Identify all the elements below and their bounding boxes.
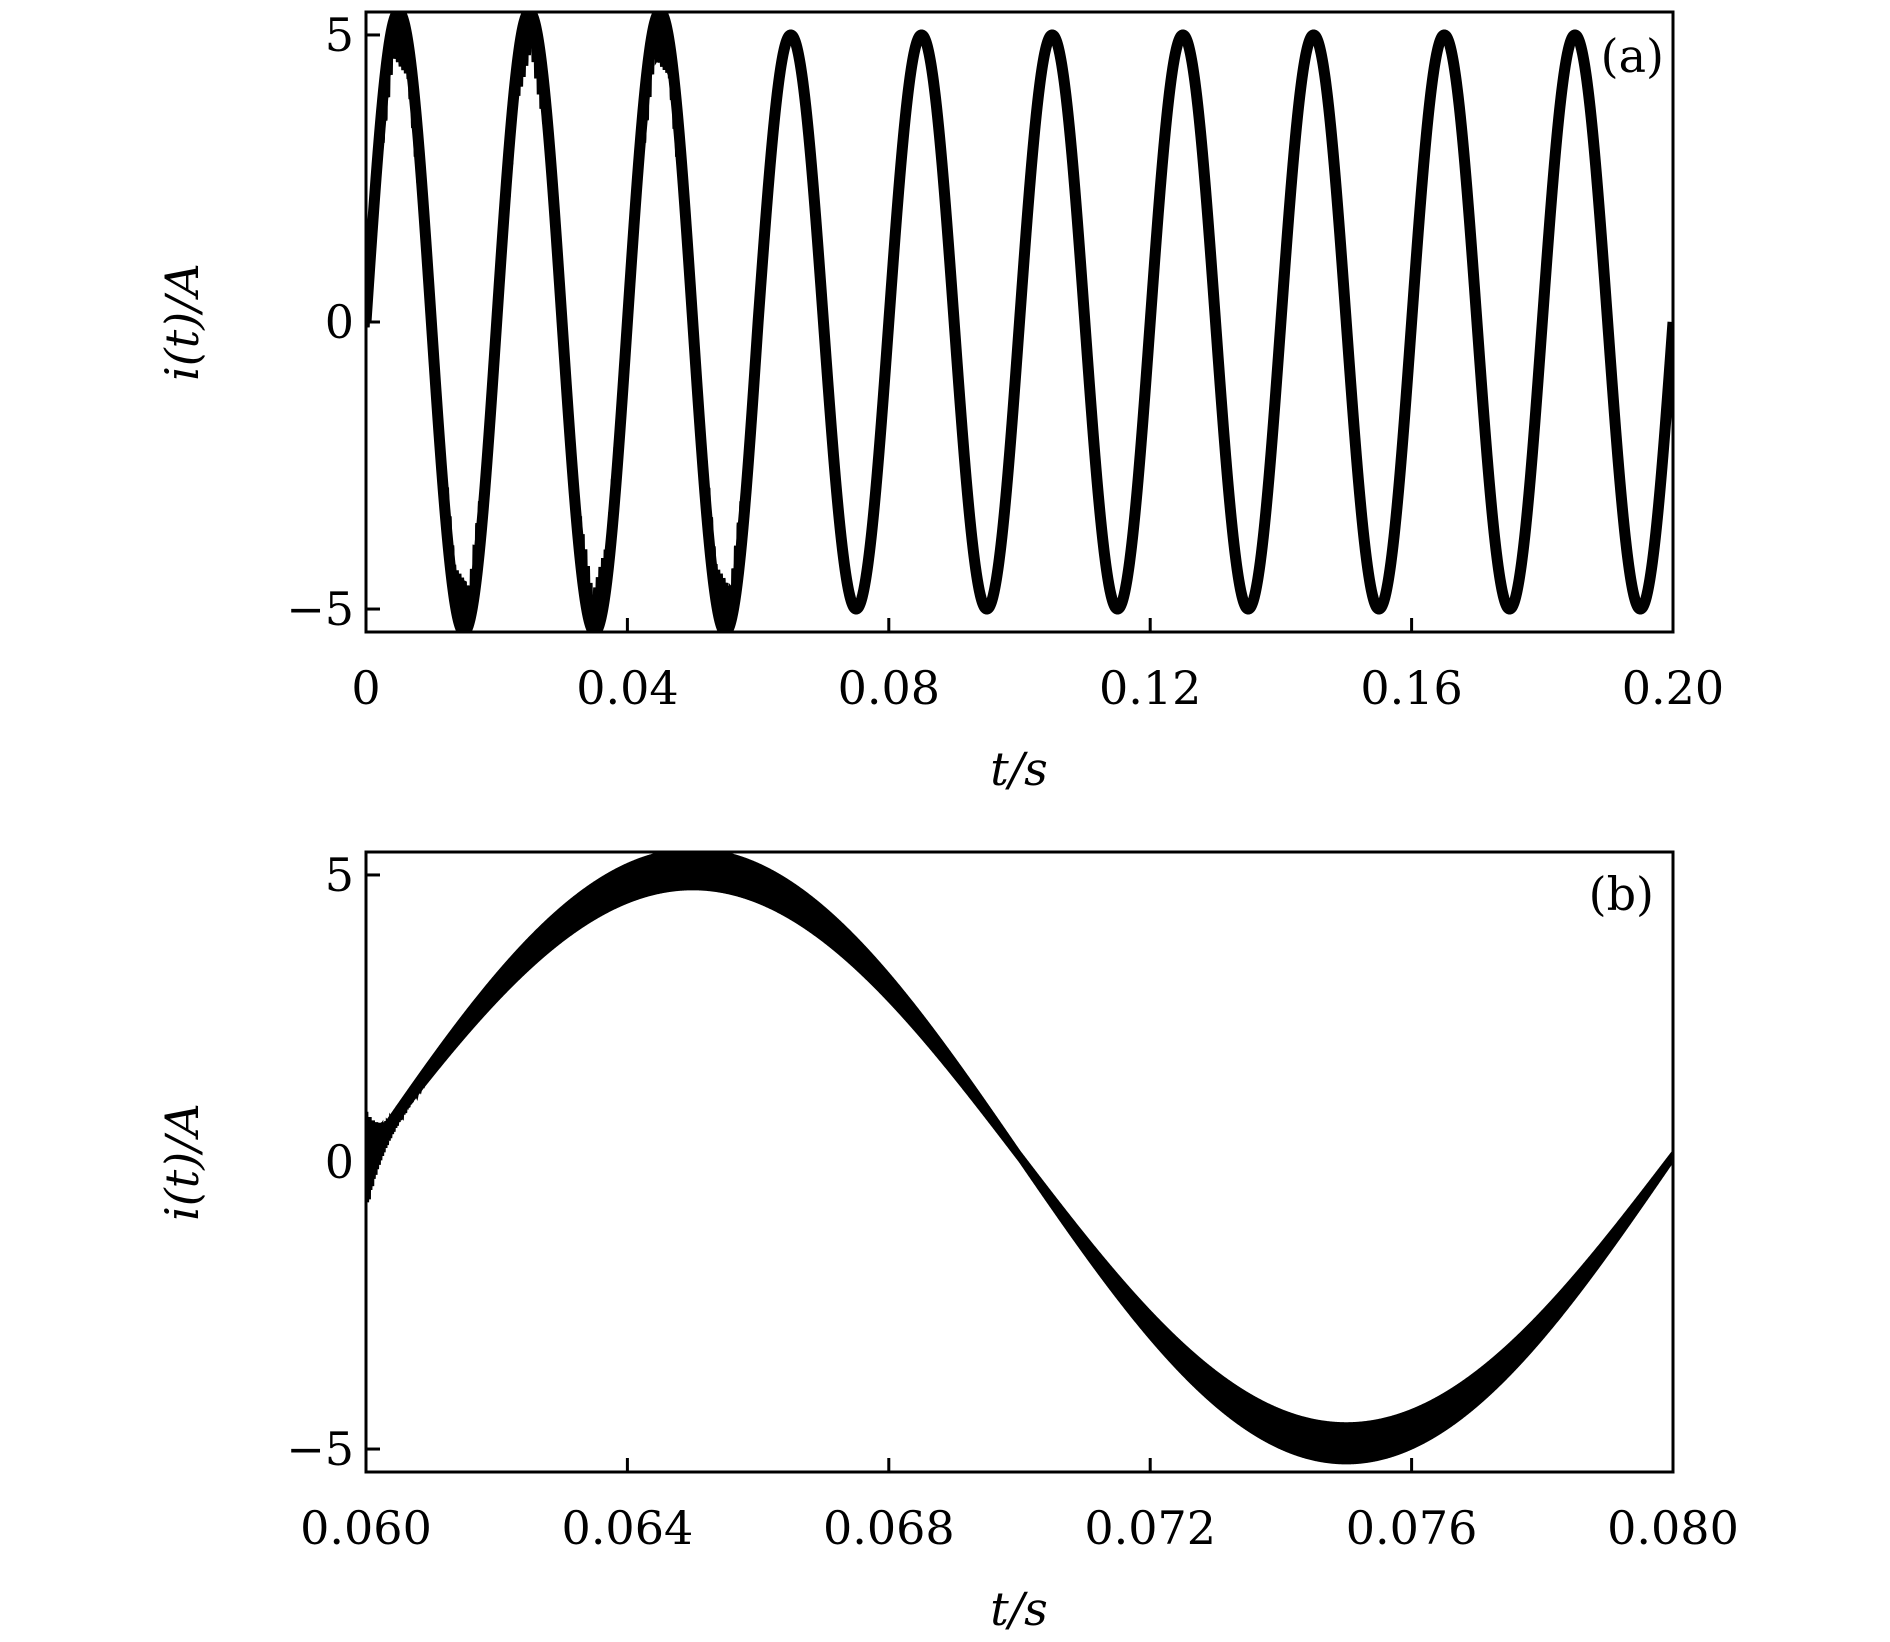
y-axis-label-a: i(t)/A: [155, 263, 209, 381]
panel-a: 0 0.04 0.08 0.12 0.16 0.20 −5 0 5 (a) t/s i(t)/…: [155, 8, 1724, 796]
panel-label-a: (a): [1601, 29, 1664, 83]
series-b-current: [366, 852, 1673, 1465]
y-tick-label: −5: [286, 582, 354, 636]
y-tick-label: 0: [325, 1135, 354, 1189]
series-a-current: [366, 12, 1673, 632]
series-b-band: [366, 852, 1673, 1465]
x-tick-label: 0.068: [823, 1501, 955, 1555]
x-ticks-a: 0 0.04 0.08 0.12 0.16 0.20: [351, 618, 1724, 715]
series-a-transient: [366, 12, 761, 632]
x-tick-label: 0.20: [1622, 661, 1724, 715]
x-axis-label-b: t/s: [990, 1582, 1048, 1636]
x-tick-label: 0.08: [838, 661, 940, 715]
panel-b: 0.060 0.064 0.068 0.072 0.076 0.080 −505 (b) …: [155, 848, 1739, 1636]
y-axis-label-b: i(t)/A: [155, 1103, 209, 1221]
y-tick-label: 0: [325, 295, 354, 349]
x-tick-label: 0.12: [1099, 661, 1201, 715]
x-axis-label-a: t/s: [990, 742, 1048, 796]
x-tick-label: 0.076: [1346, 1501, 1478, 1555]
x-tick-label: 0.04: [576, 661, 678, 715]
series-b-transient: [366, 1078, 427, 1203]
x-tick-label: 0: [351, 661, 380, 715]
y-tick-label: −5: [286, 1422, 354, 1476]
panel-label-b: (b): [1589, 867, 1654, 921]
x-tick-label: 0.064: [562, 1501, 694, 1555]
x-tick-label: 0.080: [1607, 1501, 1739, 1555]
y-ticks-a: −5 0 5: [286, 8, 380, 636]
x-tick-label: 0.060: [300, 1501, 432, 1555]
y-ticks-b: −5 0 5: [286, 848, 380, 1476]
y-tick-label: 5: [325, 8, 354, 62]
plot-frame-a: [364, 10, 1675, 634]
plot-frame-b: [364, 850, 1675, 1474]
y-tick-label: 5: [325, 848, 354, 902]
x-ticks-b: 0.060 0.064 0.068 0.072 0.076 0.080: [300, 1458, 1739, 1555]
x-tick-label: 0.16: [1360, 661, 1462, 715]
x-tick-label: 0.072: [1084, 1501, 1216, 1555]
